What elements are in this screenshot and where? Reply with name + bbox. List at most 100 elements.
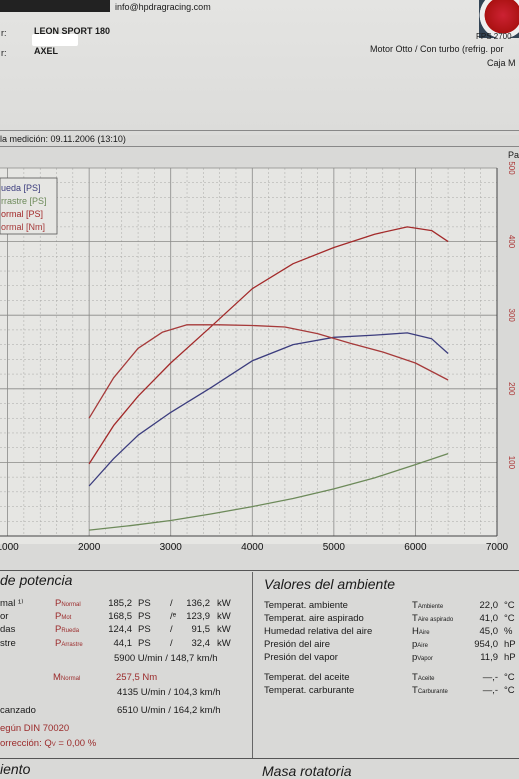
- series-line-1: [88, 226, 449, 465]
- power-row-label: stre: [0, 637, 16, 649]
- x-tick-label: 5000: [323, 542, 346, 553]
- legend-entry: rrastre [PS]: [1, 196, 47, 206]
- torque-sub: Normal: [60, 676, 81, 682]
- separator: /ᵉ: [170, 611, 177, 623]
- correction-label: orrección: Q: [0, 738, 52, 749]
- ambient-symbol: TCarburante: [412, 685, 448, 696]
- y-tick-labels: 100 200 300 400 500: [507, 161, 516, 469]
- ambient-value: 11,9: [480, 652, 498, 663]
- separator: /: [170, 624, 173, 636]
- y-tick-label: 200: [507, 382, 516, 396]
- customer-name: AXEL: [34, 46, 59, 56]
- bottom-left-title: iento: [0, 761, 31, 777]
- power-symbol: PRueda: [55, 624, 79, 635]
- power-sub: Rueda: [61, 628, 80, 635]
- ambient-row-label: Temperat. aire aspirado: [264, 613, 364, 624]
- divider: [0, 130, 519, 131]
- ambient-sym: p: [412, 639, 418, 650]
- power-sym: P: [55, 611, 62, 623]
- ambient-value: —,-: [482, 672, 498, 683]
- legend-entry: ormal [PS]: [1, 209, 43, 219]
- power-row-label: das: [0, 624, 16, 636]
- torque-value: 257,5 Nm: [116, 672, 158, 683]
- ambient-symbol: TAmbiente: [412, 600, 443, 611]
- ambient-symbol: TAire aspirado: [412, 613, 453, 624]
- ambient-sub: Aire: [417, 643, 428, 649]
- rpm-max: 6510 U/min / 164,2 km/h: [117, 705, 221, 716]
- power-kw-unit: kW: [217, 637, 231, 649]
- power-kw-value: 32,4: [191, 637, 211, 649]
- x-tick-label: 2000: [78, 542, 101, 553]
- power-ps-unit: PS: [138, 598, 151, 609]
- ambient-row-label: Humedad relativa del aire: [264, 626, 373, 637]
- ambient-sym: T: [412, 685, 418, 696]
- divider: [0, 758, 519, 759]
- power-sub: Mot: [61, 615, 72, 622]
- divider: [0, 570, 519, 571]
- name-label: r:: [1, 48, 7, 58]
- legend: ueda [PS] rrastre [PS] ormal [PS] ormal [Nm…: [0, 177, 58, 235]
- header-email[interactable]: info@hpdragracing.com: [115, 2, 211, 12]
- ambient-sym: p: [412, 652, 418, 663]
- torque-sym: M: [53, 672, 61, 683]
- dyno-chart: 1000 2000 3000 4000 5000 6000 7000 100 200 300 40…: [0, 161, 516, 553]
- power-symbol: PArrastre: [55, 638, 83, 649]
- legend-entry: ueda [PS]: [1, 183, 41, 193]
- power-kw-value: 91,5: [191, 624, 211, 636]
- x-tick-label: 4000: [241, 542, 264, 553]
- power-kw-unit: kW: [217, 598, 231, 609]
- ambient-symbol: HAire: [412, 626, 430, 637]
- ambient-unit: °C: [504, 672, 515, 683]
- x-tick-label: 7000: [486, 542, 509, 553]
- ambient-row-label: Temperat. carburante: [264, 685, 355, 696]
- ambient-row-label: Presión del vapor: [264, 652, 338, 663]
- ambient-sub: Carburante: [417, 689, 448, 695]
- power-row-label: mal ¹⁾: [0, 598, 24, 609]
- series-line-0: [88, 332, 449, 487]
- ambient-unit: °C: [504, 685, 515, 696]
- ambient-sym: T: [412, 600, 418, 611]
- ambiente-title: Valores del ambiente: [264, 576, 396, 592]
- gearbox: Caja M: [487, 58, 516, 68]
- ambient-sub: Aceite: [417, 676, 435, 682]
- rpm-torque: 4135 U/min / 104,3 km/h: [117, 687, 221, 698]
- power-ps-value: 185,2: [108, 598, 132, 609]
- measurement-date: la medición: 09.11.2006 (13:10): [0, 134, 126, 144]
- header-banner: [0, 0, 110, 12]
- ambient-row-label: Temperat. ambiente: [264, 600, 348, 611]
- power-row-label: or: [0, 611, 9, 623]
- power-kw-value: 123,9: [186, 611, 210, 623]
- din-standard: egún DIN 70020: [0, 723, 70, 734]
- x-tick-label: 3000: [160, 542, 183, 553]
- ambient-unit: °C: [504, 600, 515, 611]
- series-group: [88, 226, 449, 531]
- power-ps-value: 168,5: [108, 611, 132, 623]
- page-label: Pa: [508, 150, 519, 160]
- ambient-sym: H: [412, 626, 419, 637]
- ambient-value: 41,0: [479, 613, 499, 624]
- ambient-unit: hP: [504, 639, 516, 650]
- x-tick-labels: 1000 2000 3000 4000 5000 6000 7000: [0, 542, 509, 553]
- power-kw-value: 136,2: [186, 598, 210, 609]
- ambient-unit: %: [504, 626, 513, 637]
- power-ps-unit: PS: [138, 611, 151, 623]
- report-header: [0, 0, 519, 135]
- separator: /: [170, 637, 173, 649]
- ambient-symbol: pVapor: [412, 652, 433, 663]
- series-line-3: [89, 452, 449, 531]
- ambient-unit: °C: [504, 613, 515, 624]
- bottom-right-title: Masa rotatoria: [262, 763, 352, 779]
- power-symbol: PNormal: [55, 598, 81, 609]
- panel-divider: [252, 572, 253, 758]
- ambient-value: 45,0: [479, 626, 499, 637]
- y-tick-label: 300: [507, 309, 516, 323]
- power-ps-value: 44,1: [113, 637, 133, 649]
- y-tick-label: 500: [507, 161, 516, 175]
- power-ps-unit: PS: [138, 624, 151, 636]
- ambient-value: 22,0: [479, 600, 499, 611]
- ambient-row-label: Temperat. del aceite: [264, 672, 350, 683]
- brand-logo: [479, 0, 519, 38]
- redaction-mark: [32, 34, 78, 46]
- ambient-sym: T: [412, 613, 418, 624]
- ambient-unit: hP: [504, 652, 516, 663]
